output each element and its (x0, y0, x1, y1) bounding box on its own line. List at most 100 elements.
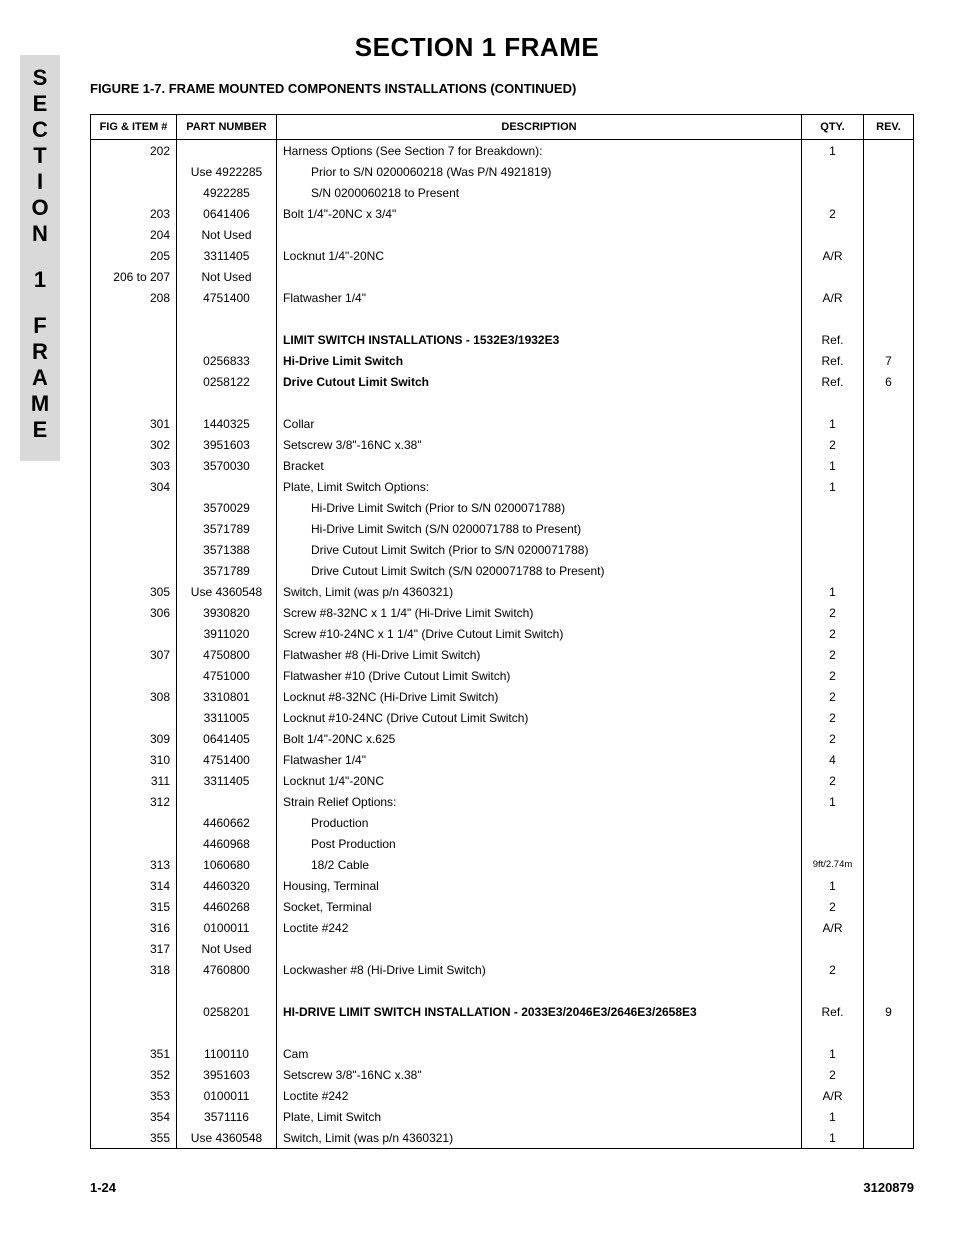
cell-qty: 2 (802, 728, 864, 749)
cell-fig (91, 665, 177, 686)
cell-rev (864, 434, 914, 455)
parts-table-wrap: FIG & ITEM # PART NUMBER DESCRIPTION QTY… (90, 114, 914, 1149)
cell-qty: 1 (802, 791, 864, 812)
table-row: 3113311405Locknut 1/4"-20NC2 (91, 770, 914, 791)
cell-fig (91, 497, 177, 518)
table-row: 3571789Hi-Drive Limit Switch (S/N 020007… (91, 518, 914, 539)
cell-partnumber: 3571789 (177, 560, 277, 581)
cell-fig: 354 (91, 1106, 177, 1127)
table-row: 3311005Locknut #10-24NC (Drive Cutout Li… (91, 707, 914, 728)
cell-qty (802, 308, 864, 329)
cell-description: Screw #8-32NC x 1 1/4" (Hi-Drive Limit S… (277, 602, 802, 623)
cell-partnumber: 4460662 (177, 812, 277, 833)
cell-rev (864, 1043, 914, 1064)
cell-rev (864, 665, 914, 686)
table-row: 4460662Production (91, 812, 914, 833)
cell-qty (802, 938, 864, 959)
cell-fig: 315 (91, 896, 177, 917)
table-row: 3023951603Setscrew 3/8"-16NC x.38"2 (91, 434, 914, 455)
cell-partnumber: 0258122 (177, 371, 277, 392)
cell-qty (802, 392, 864, 413)
cell-rev (864, 203, 914, 224)
table-row: 3523951603Setscrew 3/8"-16NC x.38"2 (91, 1064, 914, 1085)
cell-qty: 2 (802, 959, 864, 980)
cell-description (277, 392, 802, 413)
cell-qty: 2 (802, 623, 864, 644)
cell-qty: 1 (802, 140, 864, 162)
table-row: 4751000Flatwasher #10 (Drive Cutout Limi… (91, 665, 914, 686)
cell-rev (864, 308, 914, 329)
cell-rev (864, 413, 914, 434)
cell-partnumber: 4460320 (177, 875, 277, 896)
table-row: 0256833Hi-Drive Limit SwitchRef.7 (91, 350, 914, 371)
table-row: 3033570030Bracket1 (91, 455, 914, 476)
cell-description: Loctite #242 (277, 917, 802, 938)
table-row (91, 1022, 914, 1043)
table-row: 206 to 207Not Used (91, 266, 914, 287)
cell-rev (864, 329, 914, 350)
cell-qty (802, 182, 864, 203)
cell-description: Setscrew 3/8"-16NC x.38" (277, 1064, 802, 1085)
cell-fig: 205 (91, 245, 177, 266)
cell-fig: 314 (91, 875, 177, 896)
cell-partnumber: 4460968 (177, 833, 277, 854)
cell-rev (864, 1022, 914, 1043)
cell-rev (864, 812, 914, 833)
cell-description (277, 938, 802, 959)
cell-partnumber (177, 980, 277, 1001)
cell-description: Lockwasher #8 (Hi-Drive Limit Switch) (277, 959, 802, 980)
cell-fig: 351 (91, 1043, 177, 1064)
cell-partnumber: Not Used (177, 266, 277, 287)
cell-rev (864, 245, 914, 266)
cell-rev: 9 (864, 1001, 914, 1022)
cell-description: Flatwasher 1/4" (277, 287, 802, 308)
cell-qty: 1 (802, 1043, 864, 1064)
cell-qty: 1 (802, 1106, 864, 1127)
cell-description: Bolt 1/4"-20NC x 3/4" (277, 203, 802, 224)
cell-qty: Ref. (802, 350, 864, 371)
side-tab-letter: C (20, 117, 60, 143)
table-row: 304Plate, Limit Switch Options:1 (91, 476, 914, 497)
cell-fig: 309 (91, 728, 177, 749)
cell-rev (864, 938, 914, 959)
col-pn: PART NUMBER (177, 115, 277, 140)
cell-partnumber: 3311405 (177, 245, 277, 266)
table-row (91, 308, 914, 329)
footer-page: 1-24 (90, 1180, 116, 1195)
cell-fig: 355 (91, 1127, 177, 1149)
cell-partnumber: 0258201 (177, 1001, 277, 1022)
cell-rev (864, 707, 914, 728)
cell-rev (864, 854, 914, 875)
cell-description: Flatwasher 1/4" (277, 749, 802, 770)
cell-qty (802, 539, 864, 560)
cell-fig: 202 (91, 140, 177, 162)
cell-description: Prior to S/N 0200060218 (Was P/N 4921819… (277, 161, 802, 182)
side-tab-letter: F (20, 313, 60, 339)
cell-qty: A/R (802, 1085, 864, 1106)
table-row: 312Strain Relief Options:1 (91, 791, 914, 812)
cell-qty (802, 980, 864, 1001)
cell-qty: 2 (802, 602, 864, 623)
cell-fig (91, 329, 177, 350)
cell-fig: 311 (91, 770, 177, 791)
cell-description: Post Production (277, 833, 802, 854)
cell-description: Plate, Limit Switch (277, 1106, 802, 1127)
side-tab-letter: S (20, 65, 60, 91)
cell-qty: A/R (802, 917, 864, 938)
cell-partnumber (177, 140, 277, 162)
cell-fig (91, 707, 177, 728)
cell-partnumber: 0100011 (177, 917, 277, 938)
table-row: 3011440325Collar1 (91, 413, 914, 434)
cell-qty (802, 161, 864, 182)
col-qty: QTY. (802, 115, 864, 140)
cell-fig: 307 (91, 644, 177, 665)
side-tab-letter: 1 (20, 267, 60, 293)
cell-partnumber: Use 4360548 (177, 581, 277, 602)
cell-fig: 301 (91, 413, 177, 434)
table-row: 2030641406Bolt 1/4"-20NC x 3/4"2 (91, 203, 914, 224)
table-row: 204Not Used (91, 224, 914, 245)
cell-fig: 304 (91, 476, 177, 497)
cell-fig: 352 (91, 1064, 177, 1085)
page: SECTION1FRAME SECTION 1 FRAME FIGURE 1-7… (0, 0, 954, 1235)
cell-rev: 7 (864, 350, 914, 371)
